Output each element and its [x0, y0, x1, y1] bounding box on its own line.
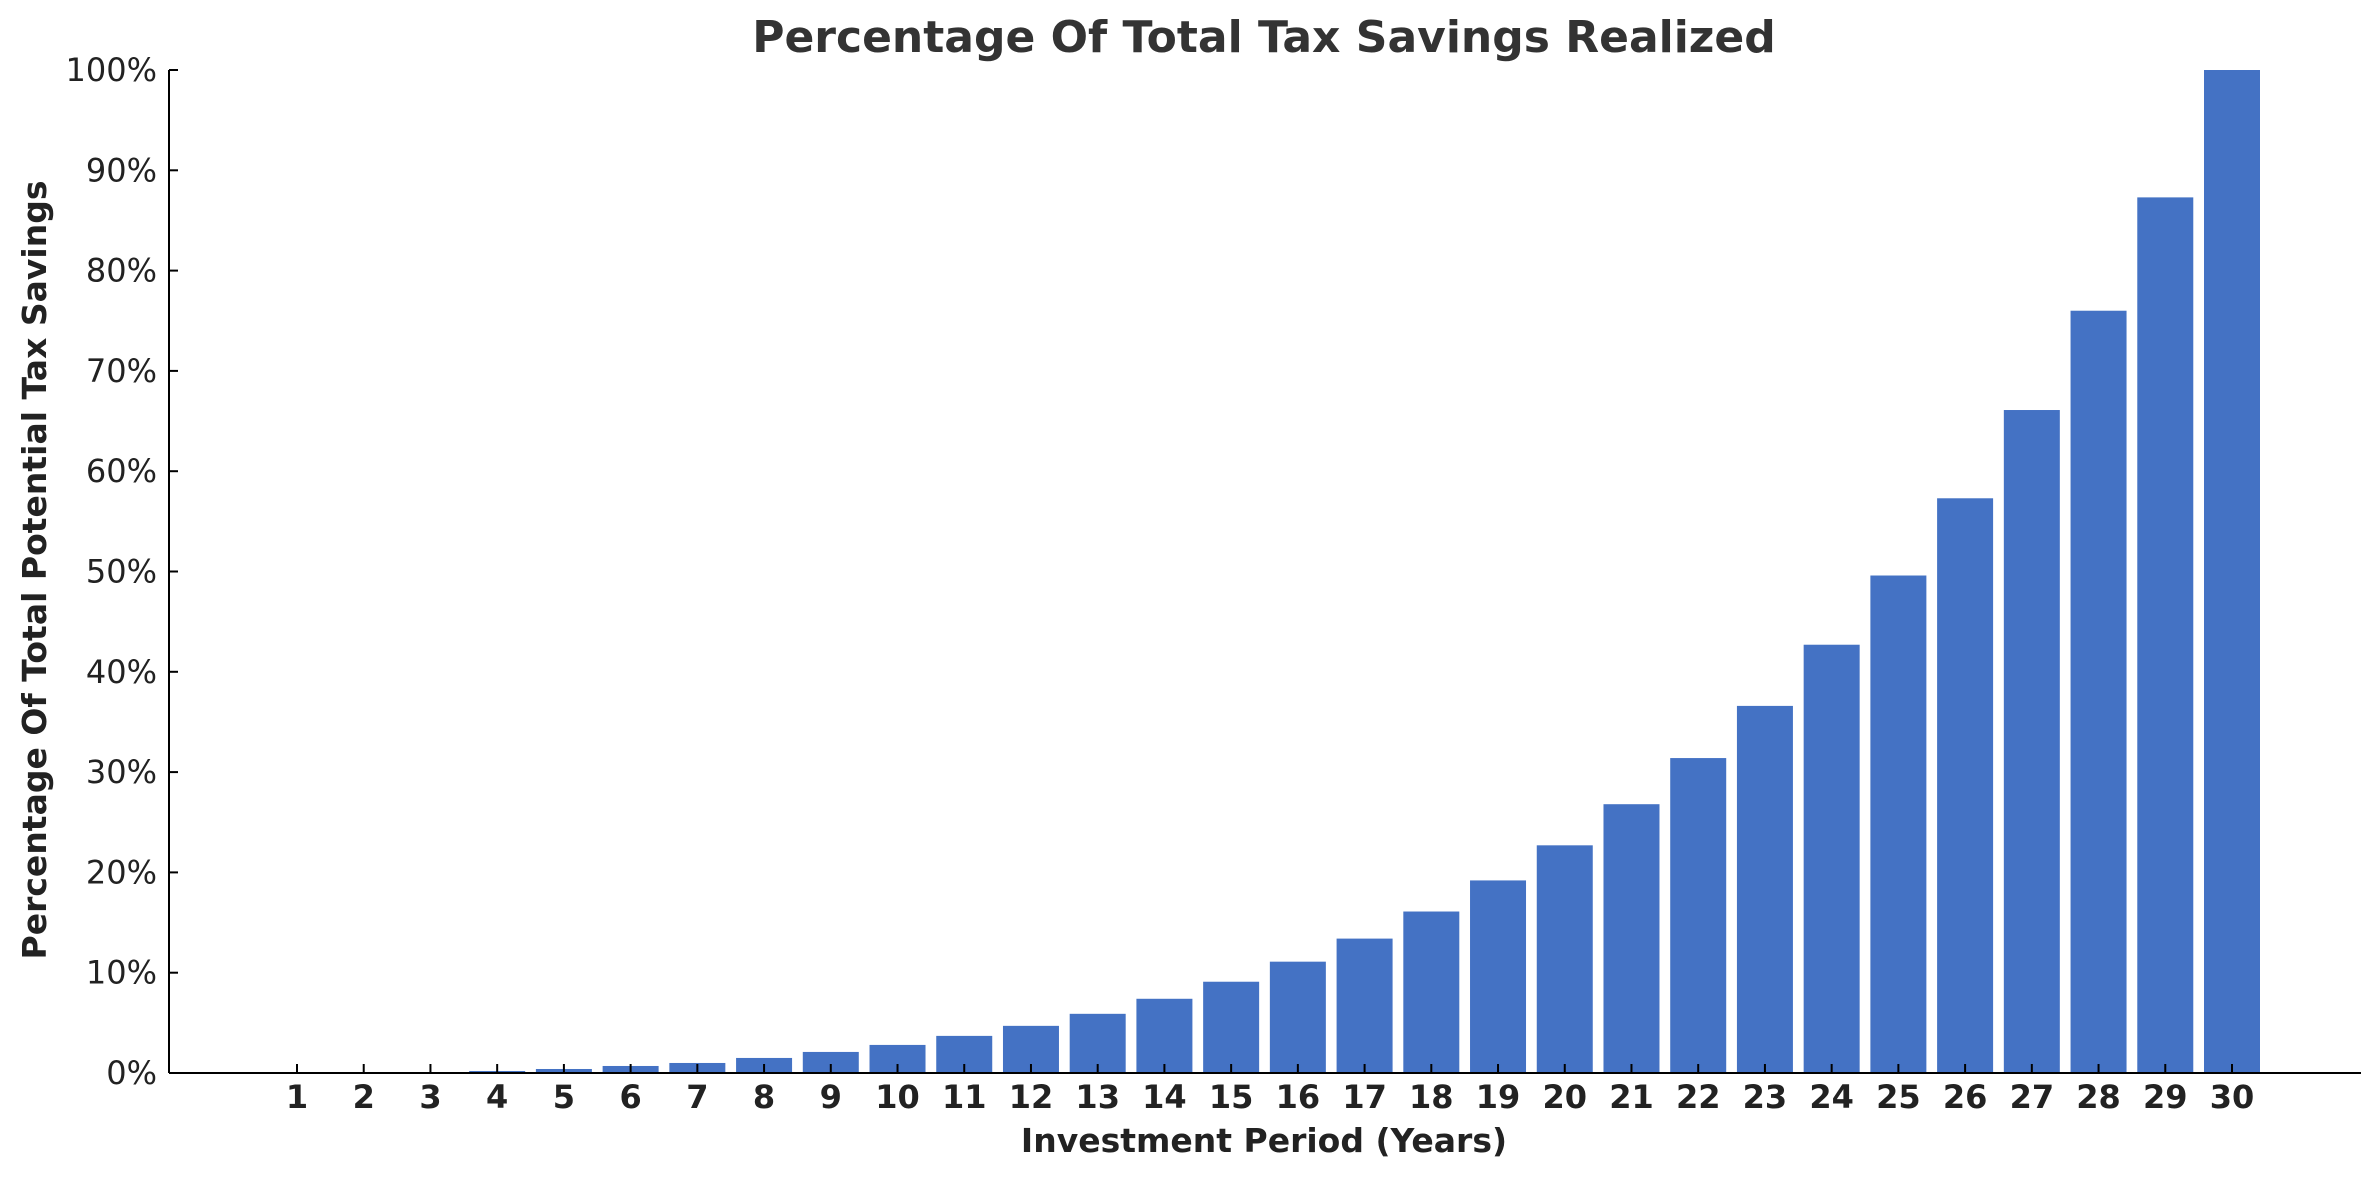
x-tick-label-26: 26 — [1943, 1078, 1988, 1116]
x-tick-label-2: 2 — [353, 1078, 375, 1116]
y-tick-label-9: 90% — [86, 151, 157, 189]
x-ticks: 1 2 3 4 5 6 7 8 9 10 11 12 13 14 15 16 17 18 19 20 21 22 23 24 2… — [286, 1064, 2254, 1116]
x-tick-label-5: 5 — [553, 1078, 575, 1116]
x-tick-label-22: 22 — [1676, 1078, 1721, 1116]
bar-30 — [2204, 70, 2260, 1073]
x-tick-label-3: 3 — [419, 1078, 441, 1116]
x-tick-label-11: 11 — [942, 1078, 987, 1116]
bar-13 — [1069, 1013, 1126, 1073]
x-tick-label-13: 13 — [1075, 1078, 1120, 1116]
bar-20 — [1536, 845, 1593, 1073]
bar-9 — [802, 1051, 859, 1073]
x-tick-label-25: 25 — [1876, 1078, 1921, 1116]
x-tick-label-6: 6 — [619, 1078, 641, 1116]
y-tick-label-10: 100% — [66, 51, 157, 89]
bar-22 — [1670, 758, 1727, 1073]
bar-16 — [1269, 961, 1326, 1073]
x-tick-label-21: 21 — [1609, 1078, 1654, 1116]
x-tick-label-15: 15 — [1209, 1078, 1254, 1116]
x-tick-label-17: 17 — [1342, 1078, 1387, 1116]
x-tick-label-23: 23 — [1743, 1078, 1788, 1116]
bars-group — [469, 70, 2260, 1074]
bar-28 — [2070, 310, 2127, 1074]
x-tick-label-1: 1 — [286, 1078, 308, 1116]
bar-19 — [1470, 880, 1527, 1073]
bar-14 — [1136, 998, 1193, 1073]
y-tick-label-6: 60% — [86, 452, 157, 490]
y-tick-label-4: 40% — [86, 653, 157, 691]
x-tick-label-24: 24 — [1809, 1078, 1854, 1116]
y-tick-label-3: 30% — [86, 753, 157, 791]
x-tick-label-27: 27 — [2010, 1078, 2055, 1116]
y-tick-label-7: 70% — [86, 352, 157, 390]
x-tick-label-8: 8 — [753, 1078, 775, 1116]
x-tick-label-9: 9 — [820, 1078, 842, 1116]
y-axis-label: Percentage Of Total Potential Tax Saving… — [15, 181, 54, 960]
x-tick-label-28: 28 — [2076, 1078, 2121, 1116]
x-tick-label-20: 20 — [1542, 1078, 1587, 1116]
bar-23 — [1736, 705, 1793, 1073]
x-tick-label-4: 4 — [486, 1078, 508, 1116]
bar-21 — [1603, 804, 1660, 1073]
x-tick-label-18: 18 — [1409, 1078, 1454, 1116]
bar-15 — [1203, 981, 1260, 1073]
bar-18 — [1403, 911, 1460, 1073]
bar-27 — [2003, 410, 2060, 1073]
x-tick-label-12: 12 — [1009, 1078, 1054, 1116]
bar-17 — [1336, 938, 1393, 1073]
bar-25 — [1870, 575, 1927, 1073]
y-tick-label-1: 10% — [86, 954, 157, 992]
x-tick-label-29: 29 — [2143, 1078, 2188, 1116]
y-ticks: 0% 10% 20% 30% 40% 50% 60% 70% 80% 90% 100% — [66, 51, 178, 1092]
bar-26 — [1937, 498, 1994, 1073]
x-tick-label-16: 16 — [1276, 1078, 1321, 1116]
bar-24 — [1803, 644, 1860, 1073]
bar-29 — [2137, 197, 2194, 1073]
x-tick-label-14: 14 — [1142, 1078, 1187, 1116]
x-tick-label-19: 19 — [1476, 1078, 1521, 1116]
x-tick-label-10: 10 — [875, 1078, 920, 1116]
x-tick-label-30: 30 — [2210, 1078, 2255, 1116]
chart-title: Percentage Of Total Tax Savings Realized — [752, 12, 1776, 63]
y-tick-label-8: 80% — [86, 252, 157, 290]
x-axis-label: Investment Period (Years) — [1021, 1121, 1507, 1160]
y-tick-label-2: 20% — [86, 853, 157, 891]
y-tick-label-0: 0% — [106, 1054, 157, 1092]
y-tick-label-5: 50% — [86, 553, 157, 591]
x-tick-label-7: 7 — [686, 1078, 708, 1116]
